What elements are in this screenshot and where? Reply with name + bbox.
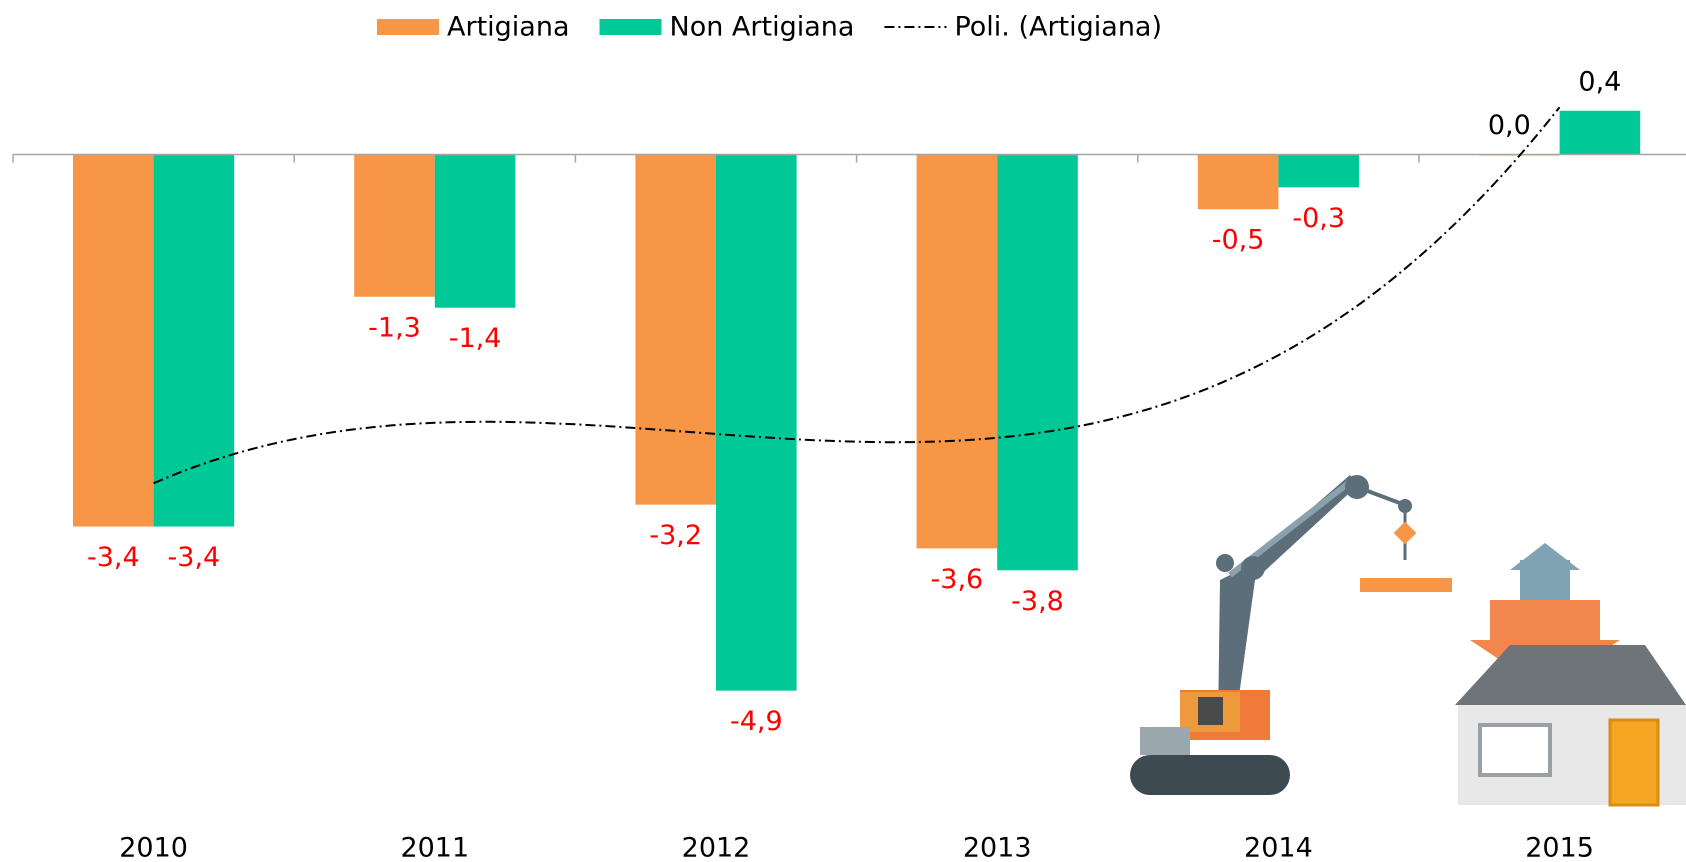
x-tick-label: 2010 [119, 833, 188, 862]
x-tick-label: 2014 [1244, 833, 1313, 862]
value-label: -3,6 [931, 564, 984, 595]
bar [73, 154, 154, 527]
bar [997, 154, 1078, 571]
bar [716, 154, 797, 691]
value-label: -4,9 [730, 706, 783, 737]
x-tick-label: 2012 [682, 833, 751, 862]
trendline [153, 106, 1561, 485]
legend-swatch [599, 19, 662, 35]
x-tick-label: 2015 [1525, 833, 1594, 862]
x-tick-label: 2013 [963, 833, 1032, 862]
legend-label: Poli. (Artigiana) [954, 12, 1162, 43]
illustration [1130, 475, 1686, 807]
x-tick-label: 2011 [400, 833, 469, 862]
value-label: 0,4 [1578, 66, 1621, 97]
value-label: -3,8 [1011, 586, 1064, 617]
value-label: -3,4 [87, 542, 140, 573]
value-label: 0,0 [1488, 110, 1531, 141]
bar [916, 154, 998, 549]
bar [1197, 154, 1279, 210]
value-label: -0,3 [1292, 203, 1345, 234]
value-label: -3,4 [168, 542, 221, 573]
value-label: -3,2 [649, 520, 702, 551]
bar [1559, 110, 1641, 155]
value-label: -1,3 [368, 312, 421, 343]
bar [354, 154, 435, 297]
bar [1278, 154, 1359, 188]
bar [153, 154, 235, 527]
bar [635, 154, 716, 505]
value-label: -1,4 [449, 323, 502, 354]
bar [434, 154, 516, 308]
legend-swatch [377, 19, 439, 35]
legend-label: Artigiana [447, 12, 570, 43]
legend-label: Non Artigiana [670, 12, 855, 43]
value-label: -0,5 [1212, 225, 1265, 256]
